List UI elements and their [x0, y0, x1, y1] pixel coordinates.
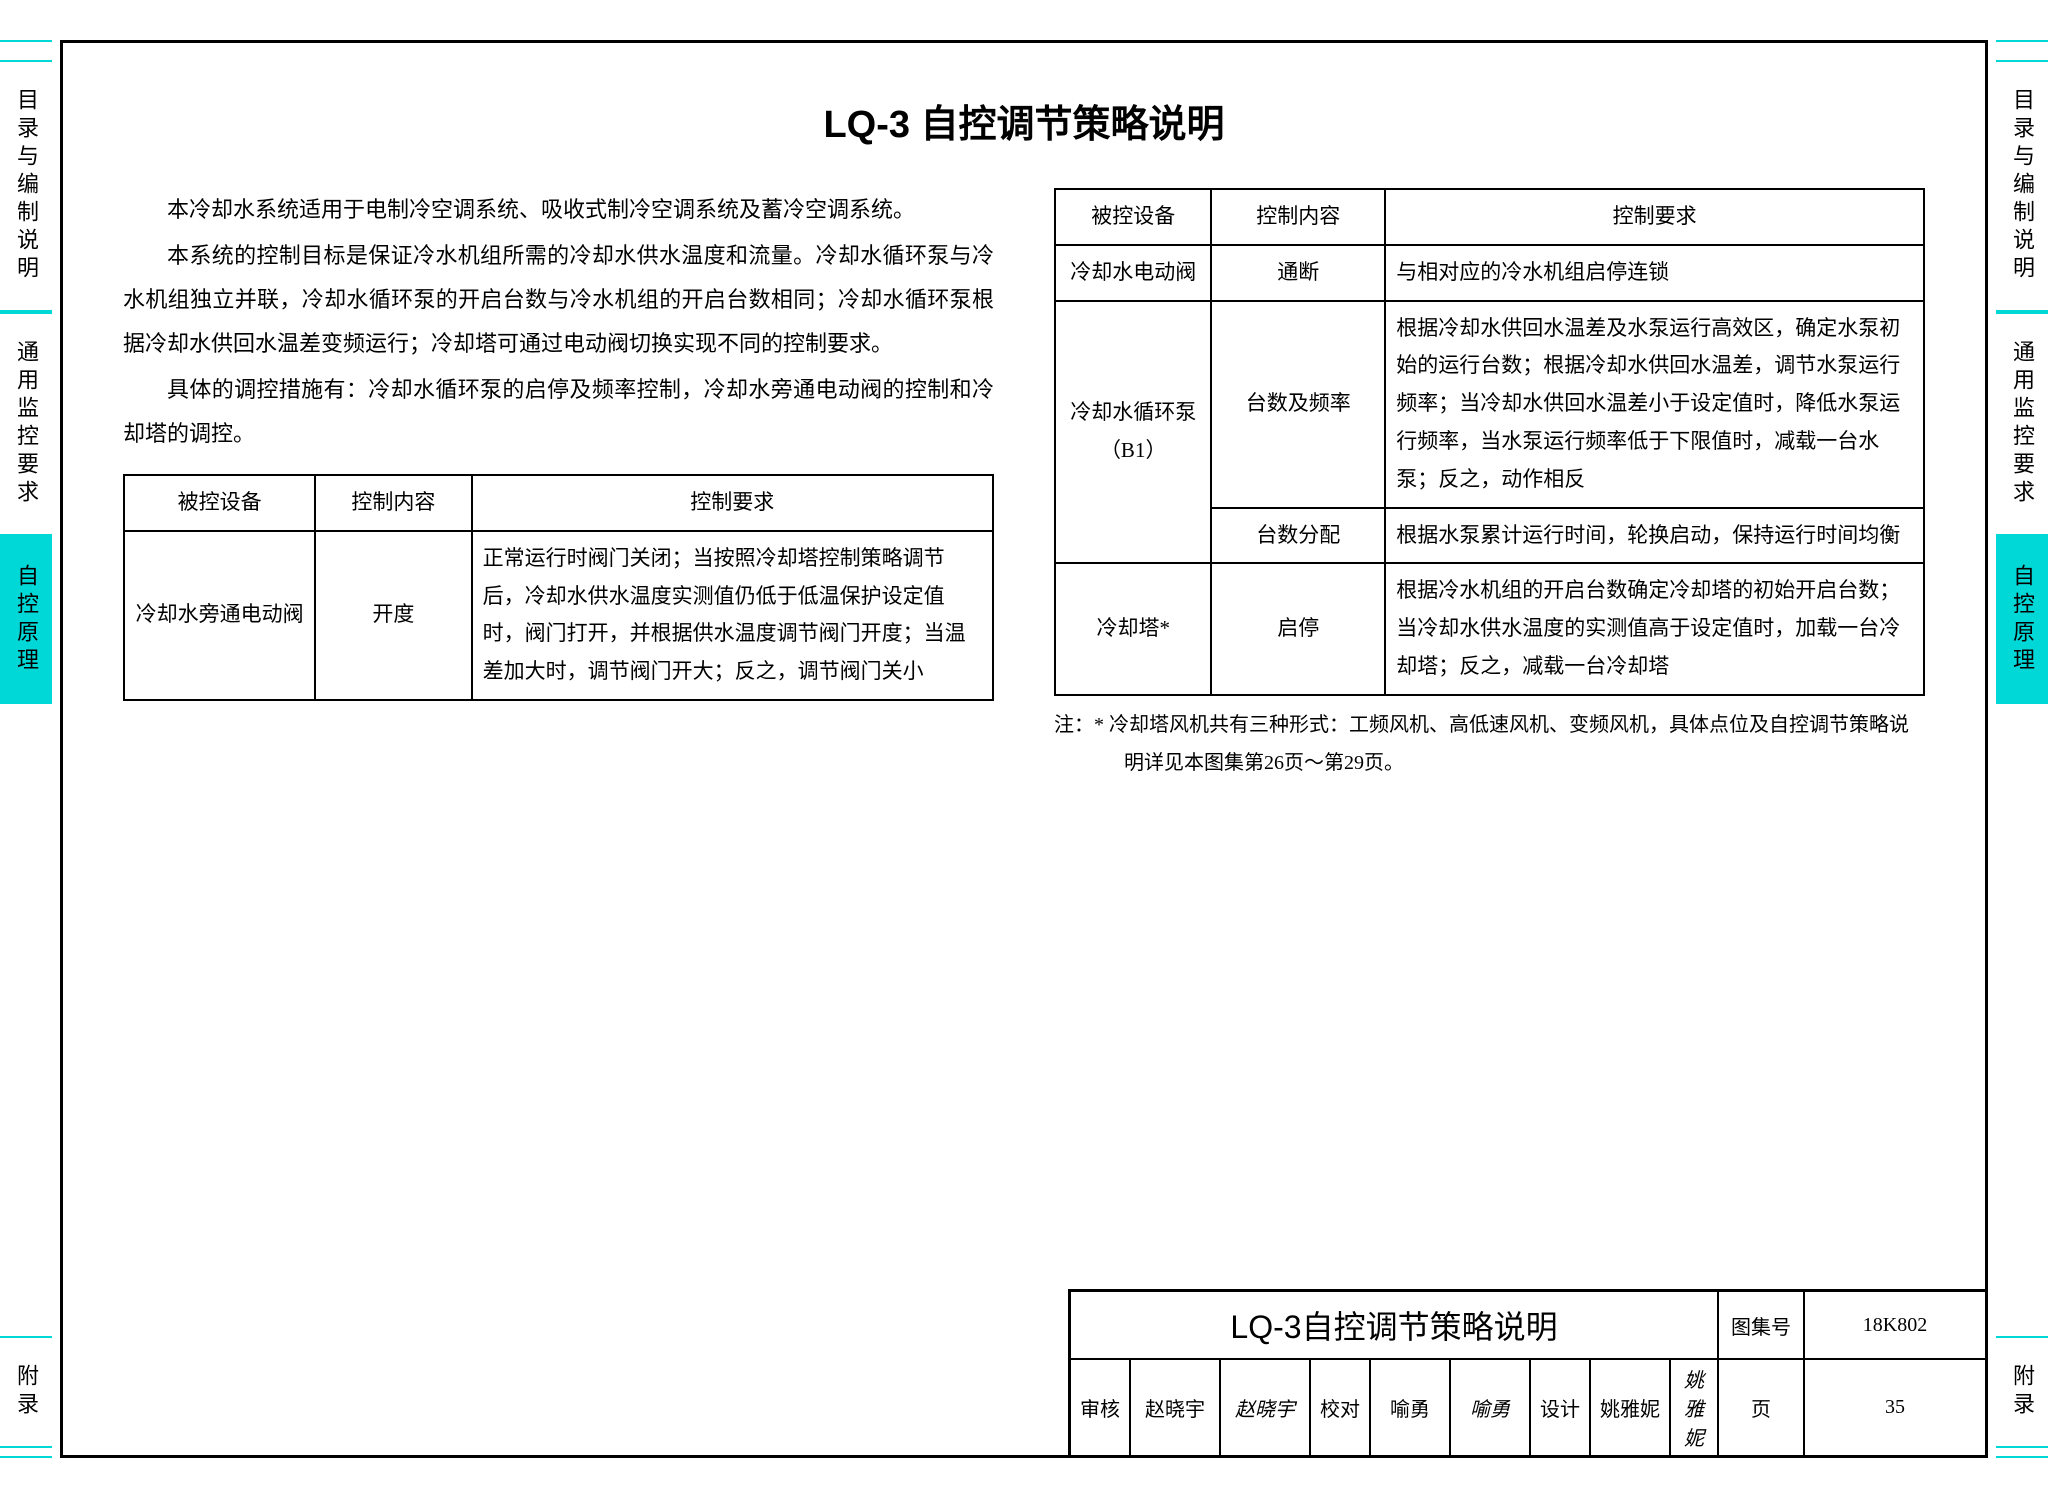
tab-left-1[interactable]: 通用监控要求 — [0, 312, 52, 536]
page: 目录与编制说明 通用监控要求 自控原理 附录 LQ-3 自控调节策略说明 本冷却… — [0, 0, 2048, 1488]
tab-spacer — [0, 704, 52, 1336]
para-2: 本系统的控制目标是保证冷水机组所需的冷却水供水温度和流量。冷却水循环泵与冷水机组… — [123, 234, 994, 366]
page-title: LQ-3 自控调节策略说明 — [123, 93, 1925, 148]
td-device: 冷却水旁通电动阀 — [124, 531, 315, 700]
tb-check-name: 喻勇 — [1371, 1360, 1451, 1455]
cyan-rule-bot — [1996, 1456, 2048, 1458]
tb-design-label: 设计 — [1531, 1360, 1591, 1455]
para-3: 具体的调控措施有：冷却水循环泵的启停及频率控制，冷却水旁通电动阀的控制和冷却塔的… — [123, 368, 994, 456]
tb-design-sig: 姚雅妮 — [1671, 1360, 1719, 1455]
td-device: 冷却水循环泵（B1） — [1055, 301, 1211, 564]
table-row: 冷却水循环泵（B1） 台数及频率 根据冷却水供回水温差及水泵运行高效区，确定水泵… — [1055, 301, 1924, 508]
title-block: LQ-3自控调节策略说明 图集号 18K802 审核 赵晓宇 赵晓宇 校对 喻勇… — [1068, 1289, 1988, 1458]
table-row: 被控设备 控制内容 控制要求 — [1055, 189, 1924, 245]
td-content: 台数及频率 — [1211, 301, 1385, 508]
td-req: 正常运行时阀门关闭；当按照冷却塔控制策略调节后，冷却水供水温度实测值仍低于低温保… — [472, 531, 993, 700]
tab-right-3[interactable]: 附录 — [1996, 1336, 2048, 1448]
side-tabs-left: 目录与编制说明 通用监控要求 自控原理 附录 — [0, 0, 52, 1488]
titleblock-title: LQ-3自控调节策略说明 — [1071, 1292, 1719, 1358]
td-req: 根据水泵累计运行时间，轮换启动，保持运行时间均衡 — [1385, 508, 1924, 564]
th-device: 被控设备 — [1055, 189, 1211, 245]
td-content: 启停 — [1211, 563, 1385, 694]
th-content: 控制内容 — [315, 475, 471, 531]
td-content: 开度 — [315, 531, 471, 700]
td-req: 根据冷却水供回水温差及水泵运行高效区，确定水泵初始的运行台数；根据冷却水供回水温… — [1385, 301, 1924, 508]
tab-left-0[interactable]: 目录与编制说明 — [0, 60, 52, 312]
right-column: 被控设备 控制内容 控制要求 冷却水电动阀 通断 与相对应的冷水机组启停连锁 冷… — [1054, 188, 1925, 1455]
control-table-left: 被控设备 控制内容 控制要求 冷却水旁通电动阀 开度 正常运行时阀门关闭；当按照… — [123, 474, 994, 701]
tb-review-name: 赵晓宇 — [1131, 1360, 1221, 1455]
tab-right-1[interactable]: 通用监控要求 — [1996, 312, 2048, 536]
table-row: 冷却水旁通电动阀 开度 正常运行时阀门关闭；当按照冷却塔控制策略调节后，冷却水供… — [124, 531, 993, 700]
table-row: 冷却塔* 启停 根据冷水机组的开启台数确定冷却塔的初始开启台数；当冷却水供水温度… — [1055, 563, 1924, 694]
drawing-frame: LQ-3 自控调节策略说明 本冷却水系统适用于电制冷空调系统、吸收式制冷空调系统… — [60, 40, 1988, 1458]
tb-page-value: 35 — [1805, 1360, 1985, 1455]
th-device: 被控设备 — [124, 475, 315, 531]
control-table-right: 被控设备 控制内容 控制要求 冷却水电动阀 通断 与相对应的冷水机组启停连锁 冷… — [1054, 188, 1925, 696]
tb-design-name: 姚雅妮 — [1591, 1360, 1671, 1455]
side-tabs-right: 目录与编制说明 通用监控要求 自控原理 附录 — [1996, 0, 2048, 1488]
td-content: 通断 — [1211, 245, 1385, 301]
td-device: 冷却水电动阀 — [1055, 245, 1211, 301]
tb-review-sig: 赵晓宇 — [1221, 1360, 1311, 1455]
para-1: 本冷却水系统适用于电制冷空调系统、吸收式制冷空调系统及蓄冷空调系统。 — [123, 188, 994, 232]
th-req: 控制要求 — [1385, 189, 1924, 245]
cyan-rule-bot — [0, 1456, 52, 1458]
tab-right-2[interactable]: 自控原理 — [1996, 536, 2048, 704]
td-req: 根据冷水机组的开启台数确定冷却塔的初始开启台数；当冷却水供水温度的实测值高于设定… — [1385, 563, 1924, 694]
tab-left-2[interactable]: 自控原理 — [0, 536, 52, 704]
tab-left-3[interactable]: 附录 — [0, 1336, 52, 1448]
td-content: 台数分配 — [1211, 508, 1385, 564]
tb-review-label: 审核 — [1071, 1360, 1131, 1455]
th-content: 控制内容 — [1211, 189, 1385, 245]
th-req: 控制要求 — [472, 475, 993, 531]
tb-page-label: 页 — [1719, 1360, 1805, 1455]
left-column: 本冷却水系统适用于电制冷空调系统、吸收式制冷空调系统及蓄冷空调系统。 本系统的控… — [123, 188, 994, 1455]
table-row: 冷却水电动阀 通断 与相对应的冷水机组启停连锁 — [1055, 245, 1924, 301]
td-req: 与相对应的冷水机组启停连锁 — [1385, 245, 1924, 301]
td-device: 冷却塔* — [1055, 563, 1211, 694]
table-row: 被控设备 控制内容 控制要求 — [124, 475, 993, 531]
tab-spacer — [1996, 704, 2048, 1336]
footnote: 注：* 冷却塔风机共有三种形式：工频风机、高低速风机、变频风机，具体点位及自控调… — [1054, 706, 1925, 782]
content-columns: 本冷却水系统适用于电制冷空调系统、吸收式制冷空调系统及蓄冷空调系统。 本系统的控… — [123, 188, 1925, 1455]
tb-check-label: 校对 — [1311, 1360, 1371, 1455]
tab-right-0[interactable]: 目录与编制说明 — [1996, 60, 2048, 312]
titleblock-set-label: 图集号 — [1719, 1292, 1805, 1358]
titleblock-set-value: 18K802 — [1805, 1292, 1985, 1358]
tb-check-sig: 喻勇 — [1451, 1360, 1531, 1455]
